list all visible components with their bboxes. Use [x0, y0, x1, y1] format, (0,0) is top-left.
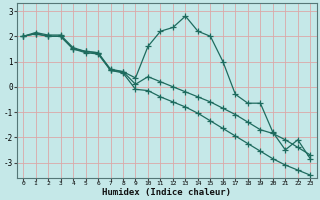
X-axis label: Humidex (Indice chaleur): Humidex (Indice chaleur) — [102, 188, 231, 197]
